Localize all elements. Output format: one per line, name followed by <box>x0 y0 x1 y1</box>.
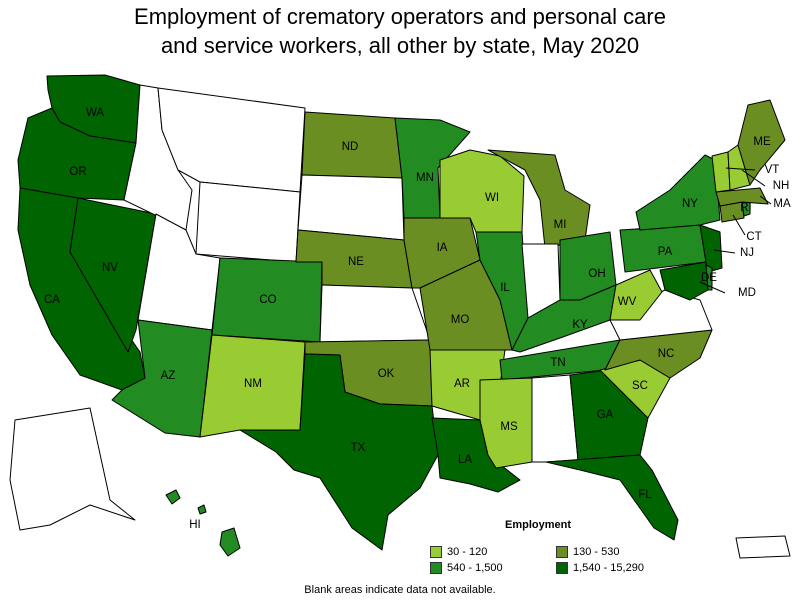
leader-line-vt <box>725 167 756 171</box>
state-fl <box>545 454 679 541</box>
state-md <box>659 261 709 301</box>
map-title: Employment of crematory operators and pe… <box>0 2 800 60</box>
legend-title: Employment <box>505 519 572 531</box>
state-label-mo: MO <box>451 314 470 326</box>
state-label-ms: MS <box>500 421 518 433</box>
state-label-ny: NY <box>682 198 698 210</box>
legend-swatch-4 <box>556 562 568 574</box>
state-label-me: ME <box>753 136 771 148</box>
state-label-mn: MN <box>416 172 434 184</box>
state-pr <box>735 535 791 559</box>
state-label-sc: SC <box>632 380 648 392</box>
state-me <box>737 99 786 186</box>
state-ks <box>319 284 431 343</box>
state-label-nc: NC <box>658 348 675 360</box>
state-label-mi: MI <box>554 219 567 231</box>
state-sd <box>297 174 405 241</box>
state-ak <box>9 407 136 531</box>
state-label-ct: CT <box>746 231 761 243</box>
legend-label-4: 1,540 - 15,290 <box>573 562 644 574</box>
state-label-ia: IA <box>437 242 448 254</box>
state-label-ok: OK <box>378 368 395 380</box>
legend-label-1: 30 - 120 <box>447 546 488 558</box>
state-wv <box>609 269 663 321</box>
state-label-nd: ND <box>342 141 359 153</box>
state-label-ma: MA <box>773 198 791 210</box>
state-label-nh: NH <box>773 180 790 192</box>
footnote: Blank areas indicate data not available. <box>304 584 496 596</box>
state-hi <box>165 489 241 557</box>
state-label-wa: WA <box>86 107 104 119</box>
state-label-la: LA <box>458 454 472 466</box>
state-label-md: MD <box>738 287 756 299</box>
state-nv <box>69 197 157 353</box>
legend-label-3: 540 - 1,500 <box>447 562 503 574</box>
state-label-ri: RI <box>740 202 752 214</box>
legend-item-2: 130 - 530 <box>556 546 619 558</box>
state-label-az: AZ <box>161 370 176 382</box>
state-label-tn: TN <box>550 357 565 369</box>
leader-line-nj <box>713 249 736 254</box>
state-label-hi: HI <box>189 519 201 531</box>
map-title-line-1: Employment of crematory operators and pe… <box>134 4 666 29</box>
state-wy <box>195 181 301 263</box>
state-label-nm: NM <box>244 378 262 390</box>
state-label-fl: FL <box>638 489 652 501</box>
state-label-wi: WI <box>485 192 499 204</box>
state-label-co: CO <box>259 294 276 306</box>
legend-item-1: 30 - 120 <box>430 546 487 558</box>
legend-swatch-3 <box>430 562 442 574</box>
state-label-nv: NV <box>102 262 118 274</box>
state-tx <box>239 353 439 551</box>
state-label-ky: KY <box>572 319 588 331</box>
state-label-vt: VT <box>765 164 780 176</box>
state-label-wv: WV <box>618 296 637 308</box>
legend-swatch-2 <box>556 546 568 558</box>
state-label-pa: PA <box>658 246 673 258</box>
legend-label-2: 130 - 530 <box>573 546 620 558</box>
state-label-nj: NJ <box>740 247 754 259</box>
legend-item-3: 540 - 1,500 <box>430 562 503 574</box>
leader-line-nh <box>741 169 766 187</box>
state-label-ar: AR <box>454 378 470 390</box>
state-label-tx: TX <box>351 442 366 454</box>
state-nj <box>699 224 723 273</box>
state-label-ga: GA <box>597 409 614 421</box>
state-label-il: IL <box>500 282 510 294</box>
state-mn <box>394 117 471 219</box>
legend-swatch-1 <box>430 546 442 558</box>
state-de <box>705 264 713 291</box>
state-label-ne: NE <box>348 256 364 268</box>
legend-item-4: 1,540 - 15,290 <box>556 562 644 574</box>
state-ny <box>635 154 721 231</box>
state-label-oh: OH <box>588 268 605 280</box>
state-label-or: OR <box>69 166 86 178</box>
leader-line-ma <box>759 195 772 205</box>
leader-line-ct <box>732 214 746 236</box>
state-label-ca: CA <box>44 294 60 306</box>
state-ma <box>715 187 769 207</box>
map-title-line-2: and service workers, all other by state,… <box>160 33 640 58</box>
leader-line-md <box>699 281 726 294</box>
state-label-de: DE <box>701 272 717 284</box>
